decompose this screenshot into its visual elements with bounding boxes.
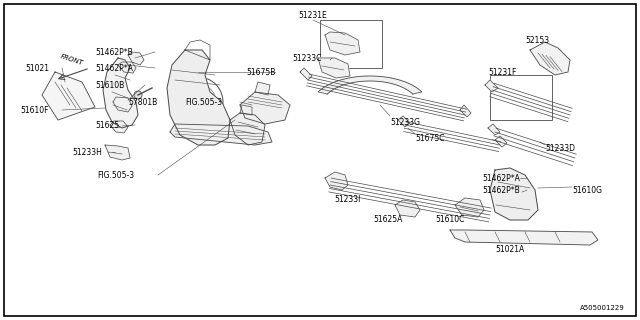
Text: 51625A: 51625A — [373, 215, 403, 225]
Text: FIG.505-3: FIG.505-3 — [97, 171, 134, 180]
Text: 51231F: 51231F — [488, 68, 516, 76]
Polygon shape — [490, 168, 538, 220]
Polygon shape — [395, 200, 420, 217]
Polygon shape — [118, 62, 136, 73]
Text: 51462P*B: 51462P*B — [482, 186, 520, 195]
Polygon shape — [105, 145, 130, 160]
Text: 51675C: 51675C — [415, 133, 445, 142]
Polygon shape — [495, 136, 507, 147]
Text: 51625: 51625 — [95, 121, 119, 130]
Text: 51610C: 51610C — [435, 215, 465, 225]
Polygon shape — [485, 80, 498, 92]
Polygon shape — [455, 198, 484, 217]
Polygon shape — [167, 50, 230, 145]
Polygon shape — [460, 105, 471, 117]
Polygon shape — [128, 52, 144, 65]
Text: 51021A: 51021A — [495, 245, 525, 254]
Text: 51675B: 51675B — [246, 68, 275, 76]
Text: 51610F: 51610F — [20, 106, 49, 115]
Text: 51233G: 51233G — [390, 117, 420, 126]
Text: 51021: 51021 — [25, 63, 49, 73]
Text: 52153: 52153 — [525, 36, 549, 44]
Polygon shape — [325, 32, 360, 55]
Polygon shape — [300, 68, 312, 80]
Polygon shape — [450, 230, 598, 245]
Polygon shape — [255, 82, 270, 95]
Text: 51233D: 51233D — [545, 143, 575, 153]
Text: 57801B: 57801B — [128, 98, 157, 107]
Polygon shape — [240, 105, 252, 115]
Text: 51610B: 51610B — [95, 81, 124, 90]
Text: 51462P*A: 51462P*A — [95, 63, 133, 73]
Polygon shape — [398, 116, 410, 127]
Polygon shape — [170, 124, 272, 145]
Text: 51233C: 51233C — [292, 53, 321, 62]
Polygon shape — [318, 58, 350, 78]
Text: 51233I: 51233I — [335, 196, 361, 204]
Polygon shape — [488, 124, 500, 135]
Text: A505001229: A505001229 — [580, 305, 625, 311]
Polygon shape — [113, 97, 132, 112]
Polygon shape — [530, 42, 570, 75]
Text: FIG.505-3: FIG.505-3 — [185, 98, 222, 107]
Text: 51462P*A: 51462P*A — [482, 173, 520, 182]
Text: 51610G: 51610G — [572, 186, 602, 195]
Polygon shape — [103, 58, 138, 128]
Circle shape — [134, 91, 142, 99]
Text: 51231E: 51231E — [299, 11, 328, 20]
Polygon shape — [240, 92, 290, 124]
Polygon shape — [110, 121, 128, 133]
Bar — [490, 75, 552, 120]
Polygon shape — [230, 113, 265, 145]
Polygon shape — [42, 72, 95, 120]
Text: 51233H: 51233H — [72, 148, 102, 156]
Polygon shape — [325, 172, 348, 190]
Text: FRONT: FRONT — [60, 53, 84, 66]
Bar — [320, 20, 382, 68]
Polygon shape — [318, 76, 422, 94]
Text: 51462P*B: 51462P*B — [95, 47, 132, 57]
